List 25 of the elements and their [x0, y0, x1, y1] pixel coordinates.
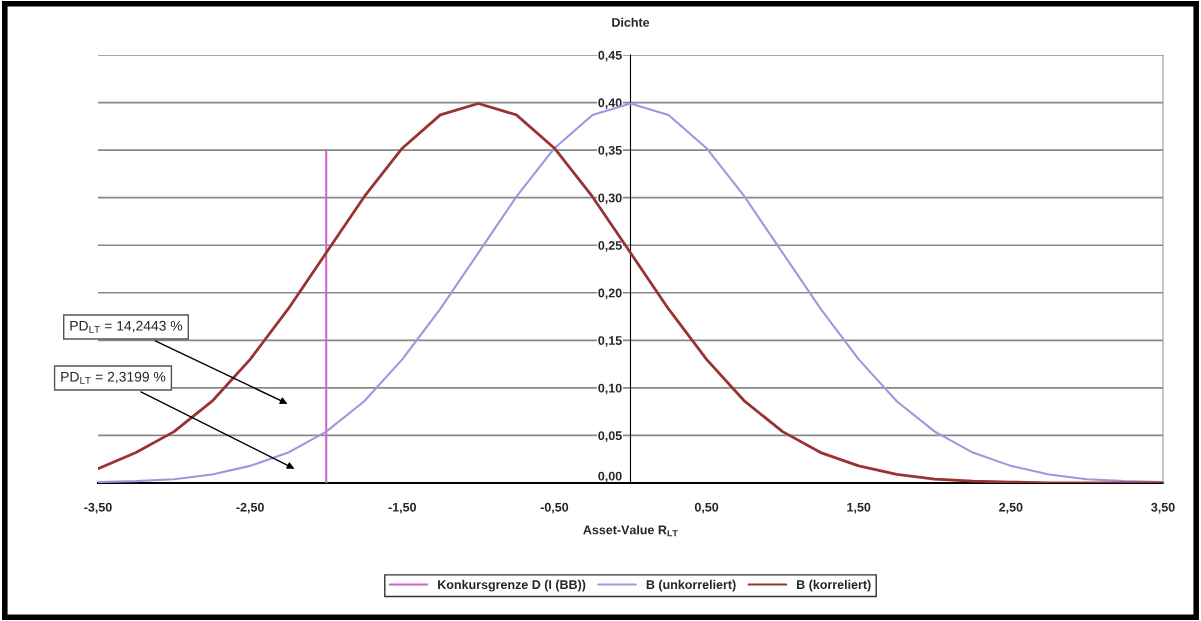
- y-tick-label: 0,40: [598, 98, 622, 110]
- y-tick-label: 0,00: [598, 471, 622, 483]
- x-tick-label: 0,50: [694, 502, 719, 514]
- x-tick-label: -1,50: [388, 502, 417, 514]
- y-tick-label: 0,05: [598, 431, 622, 442]
- legend-label: B (korreliert): [797, 579, 871, 592]
- x-tick-label: 3,50: [1151, 502, 1175, 514]
- legend-label: Konkursgrenze D (I (BB)): [438, 579, 586, 592]
- y-tick-label: 0,10: [598, 383, 622, 395]
- y-tick-label: 0,35: [598, 145, 622, 157]
- x-tick-label: -3,50: [84, 502, 112, 514]
- legend-label: B (unkorreliert): [646, 579, 736, 592]
- y-axis-title: Dichte: [612, 17, 650, 27]
- x-tick-label: -2,50: [236, 502, 264, 514]
- x-tick-label: 1,50: [847, 502, 871, 514]
- y-tick-label: 0,25: [598, 241, 622, 252]
- y-tick-label: 0,30: [598, 193, 622, 205]
- annotation: PD$_{LT}$ = 2,3199 %: [61, 371, 166, 384]
- y-tick-label: 0,45: [598, 50, 622, 62]
- y-tick-label: 0,20: [598, 288, 622, 300]
- x-tick-label: 2,50: [999, 502, 1023, 514]
- x-axis-title: Asset-Value R$_{LT}$: [583, 525, 678, 537]
- x-tick-label: -0,50: [540, 502, 569, 514]
- y-tick-label: 0,15: [598, 336, 622, 347]
- annotation: PD$_{LT}$ = 14,2443 %: [70, 320, 183, 333]
